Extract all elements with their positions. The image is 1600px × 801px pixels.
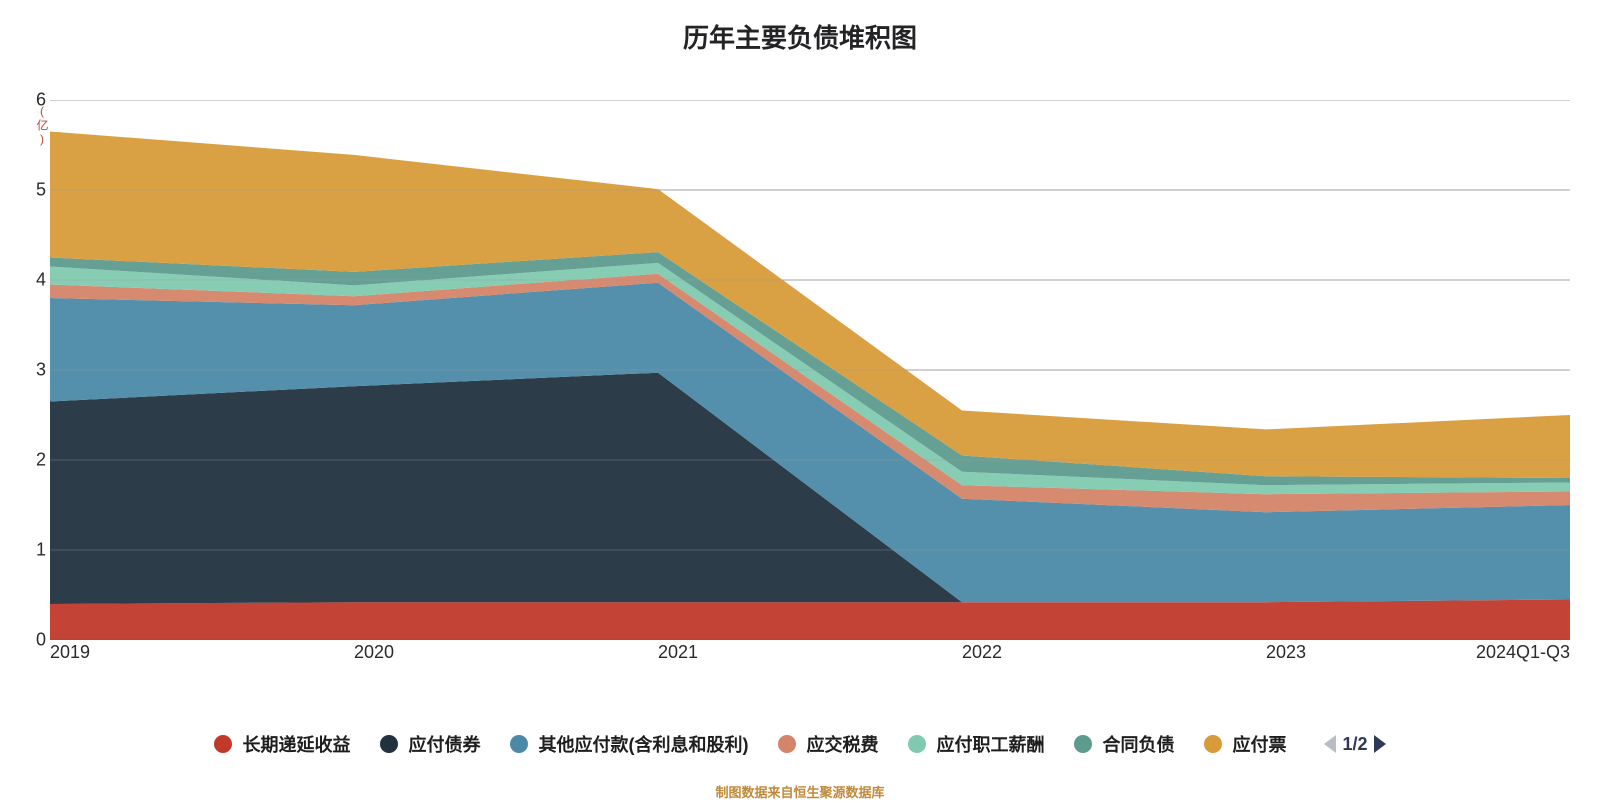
legend-item[interactable]: 应交税费: [778, 731, 878, 757]
legend-swatch: [1204, 735, 1222, 753]
legend-label: 应付票: [1232, 731, 1286, 757]
y-tick-label: 5: [36, 180, 46, 201]
x-tick-label: 2020: [354, 642, 394, 663]
x-tick-label: 2023: [1266, 642, 1306, 663]
y-tick-label: 0: [36, 630, 46, 651]
legend-label: 应交税费: [806, 731, 878, 757]
legend-item[interactable]: 其他应付款(含利息和股利): [510, 731, 748, 757]
legend-next-icon[interactable]: [1374, 735, 1386, 753]
x-tick-label: 2019: [50, 642, 90, 663]
legend-label: 应付债券: [408, 731, 480, 757]
y-axis-ticks: 0123456: [16, 100, 46, 640]
y-tick-label: 6: [36, 90, 46, 111]
stacked-area-chart: [50, 100, 1570, 640]
legend-swatch: [380, 735, 398, 753]
x-axis-ticks: 2019 2020 2021 2022 2023 2024Q1-Q3: [50, 642, 1570, 666]
x-tick-label: 2021: [658, 642, 698, 663]
x-tick-label: 2022: [962, 642, 1002, 663]
legend-item[interactable]: 应付债券: [380, 731, 480, 757]
chart-title: 历年主要负债堆积图: [0, 0, 1600, 55]
legend-item[interactable]: 应付票: [1204, 731, 1286, 757]
legend-item[interactable]: 长期递延收益: [214, 731, 350, 757]
legend-label: 合同负债: [1102, 731, 1174, 757]
legend-swatch: [778, 735, 796, 753]
y-tick-label: 4: [36, 270, 46, 291]
legend-swatch: [510, 735, 528, 753]
legend-page-indicator: 1/2: [1342, 734, 1367, 755]
legend-swatch: [908, 735, 926, 753]
chart-svg: [50, 100, 1570, 640]
legend-label: 应付职工薪酬: [936, 731, 1044, 757]
legend-pager: 1/2: [1324, 734, 1385, 755]
area-series[interactable]: [50, 600, 1570, 641]
legend-prev-icon[interactable]: [1324, 735, 1336, 753]
source-note: 制图数据来自恒生聚源数据库: [0, 782, 1600, 801]
legend-item[interactable]: 合同负债: [1074, 731, 1174, 757]
legend-item[interactable]: 应付职工薪酬: [908, 731, 1044, 757]
legend-swatch: [214, 735, 232, 753]
legend-swatch: [1074, 735, 1092, 753]
legend: 长期递延收益 应付债券 其他应付款(含利息和股利) 应交税费 应付职工薪酬 合同负债 应付票…: [10, 728, 1590, 760]
y-tick-label: 3: [36, 360, 46, 381]
legend-label: 长期递延收益: [242, 731, 350, 757]
y-tick-label: 2: [36, 450, 46, 471]
legend-label: 其他应付款(含利息和股利): [538, 731, 748, 757]
y-tick-label: 1: [36, 540, 46, 561]
x-tick-label: 2024Q1-Q3: [1476, 642, 1570, 663]
